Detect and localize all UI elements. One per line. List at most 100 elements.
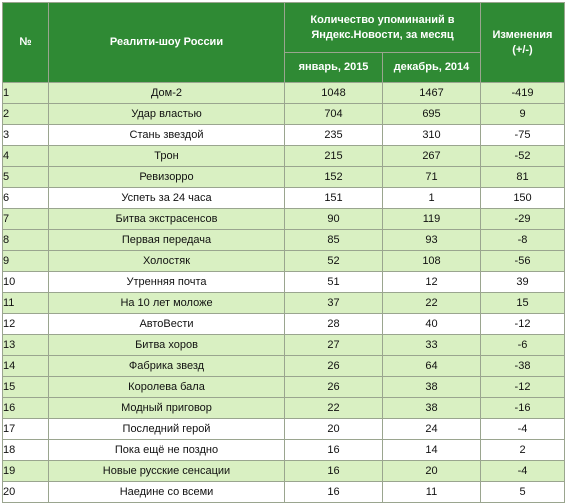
row-december-2014: 38 bbox=[382, 397, 481, 419]
header-change: Изменения (+/-) bbox=[480, 2, 565, 83]
table-row: 1 Дом-2 1048 1467 -419 bbox=[2, 82, 565, 104]
row-show-name: АвтоВести bbox=[48, 313, 285, 335]
row-december-2014: 24 bbox=[382, 418, 481, 440]
row-january-2015: 28 bbox=[284, 313, 383, 335]
row-change: -4 bbox=[480, 418, 565, 440]
header-december-2014: декабрь, 2014 bbox=[382, 52, 481, 83]
table-row: 11 На 10 лет моложе 37 22 15 bbox=[2, 292, 565, 314]
subheader-row: январь, 2015 декабрь, 2014 bbox=[3, 52, 565, 83]
row-show-name: Утренняя почта bbox=[48, 271, 285, 293]
row-december-2014: 40 bbox=[382, 313, 481, 335]
row-change: 5 bbox=[480, 481, 565, 503]
header-show-name: Реалити-шоу России bbox=[48, 2, 285, 83]
row-show-name: Последний герой bbox=[48, 418, 285, 440]
row-january-2015: 235 bbox=[284, 124, 383, 146]
row-number: 15 bbox=[2, 376, 49, 398]
row-december-2014: 119 bbox=[382, 208, 481, 230]
row-january-2015: 16 bbox=[284, 481, 383, 503]
row-january-2015: 20 bbox=[284, 418, 383, 440]
row-show-name: Трон bbox=[48, 145, 285, 167]
table-row: 4 Трон 215 267 -52 bbox=[2, 145, 565, 167]
row-december-2014: 93 bbox=[382, 229, 481, 251]
row-january-2015: 16 bbox=[284, 460, 383, 482]
row-number: 7 bbox=[2, 208, 49, 230]
row-change: -29 bbox=[480, 208, 565, 230]
row-number: 4 bbox=[2, 145, 49, 167]
row-december-2014: 12 bbox=[382, 271, 481, 293]
row-january-2015: 151 bbox=[284, 187, 383, 209]
table-row: 6 Успеть за 24 часа 151 1 150 bbox=[2, 187, 565, 209]
table-row: 20 Наедине со всеми 16 11 5 bbox=[2, 481, 565, 503]
table-row: 7 Битва экстрасенсов 90 119 -29 bbox=[2, 208, 565, 230]
table-row: 13 Битва хоров 27 33 -6 bbox=[2, 334, 565, 356]
row-show-name: Битва хоров bbox=[48, 334, 285, 356]
row-number: 1 bbox=[2, 82, 49, 104]
row-january-2015: 22 bbox=[284, 397, 383, 419]
row-january-2015: 90 bbox=[284, 208, 383, 230]
row-number: 19 bbox=[2, 460, 49, 482]
row-change: 15 bbox=[480, 292, 565, 314]
row-number: 2 bbox=[2, 103, 49, 125]
row-show-name: Пока ещё не поздно bbox=[48, 439, 285, 461]
row-number: 5 bbox=[2, 166, 49, 188]
table-row: 2 Удар властью 704 695 9 bbox=[2, 103, 565, 125]
row-number: 6 bbox=[2, 187, 49, 209]
row-change: -16 bbox=[480, 397, 565, 419]
row-show-name: Удар властью bbox=[48, 103, 285, 125]
row-change: -56 bbox=[480, 250, 565, 272]
row-january-2015: 26 bbox=[284, 376, 383, 398]
row-december-2014: 11 bbox=[382, 481, 481, 503]
row-january-2015: 51 bbox=[284, 271, 383, 293]
row-change: -8 bbox=[480, 229, 565, 251]
table-row: 14 Фабрика звезд 26 64 -38 bbox=[2, 355, 565, 377]
row-change: -6 bbox=[480, 334, 565, 356]
table-row: 18 Пока ещё не поздно 16 14 2 bbox=[2, 439, 565, 461]
row-number: 8 bbox=[2, 229, 49, 251]
row-december-2014: 267 bbox=[382, 145, 481, 167]
row-change: -419 bbox=[480, 82, 565, 104]
row-december-2014: 310 bbox=[382, 124, 481, 146]
row-number: 18 bbox=[2, 439, 49, 461]
row-december-2014: 14 bbox=[382, 439, 481, 461]
table-row: 17 Последний герой 20 24 -4 bbox=[2, 418, 565, 440]
row-show-name: Успеть за 24 часа bbox=[48, 187, 285, 209]
row-change: -12 bbox=[480, 376, 565, 398]
row-january-2015: 16 bbox=[284, 439, 383, 461]
row-january-2015: 1048 bbox=[284, 82, 383, 104]
header-mentions: Количество упоминаний в Яндекс.Новости, … bbox=[284, 2, 481, 53]
row-change: -4 bbox=[480, 460, 565, 482]
table-row: 15 Королева бала 26 38 -12 bbox=[2, 376, 565, 398]
row-number: 17 bbox=[2, 418, 49, 440]
row-show-name: Модный приговор bbox=[48, 397, 285, 419]
row-number: 16 bbox=[2, 397, 49, 419]
table-row: 9 Холостяк 52 108 -56 bbox=[2, 250, 565, 272]
header-january-2015: январь, 2015 bbox=[284, 52, 383, 83]
table-row: 16 Модный приговор 22 38 -16 bbox=[2, 397, 565, 419]
row-number: 9 bbox=[2, 250, 49, 272]
row-show-name: Королева бала bbox=[48, 376, 285, 398]
row-change: 81 bbox=[480, 166, 565, 188]
row-december-2014: 108 bbox=[382, 250, 481, 272]
row-number: 20 bbox=[2, 481, 49, 503]
table-row: 8 Первая передача 85 93 -8 bbox=[2, 229, 565, 251]
row-number: 12 bbox=[2, 313, 49, 335]
row-december-2014: 64 bbox=[382, 355, 481, 377]
row-january-2015: 52 bbox=[284, 250, 383, 272]
row-number: 13 bbox=[2, 334, 49, 356]
row-show-name: Битва экстрасенсов bbox=[48, 208, 285, 230]
row-show-name: Наедине со всеми bbox=[48, 481, 285, 503]
row-show-name: Первая передача bbox=[48, 229, 285, 251]
row-show-name: Стань звездой bbox=[48, 124, 285, 146]
row-january-2015: 27 bbox=[284, 334, 383, 356]
table-row: 3 Стань звездой 235 310 -75 bbox=[2, 124, 565, 146]
row-change: 9 bbox=[480, 103, 565, 125]
row-number: 3 bbox=[2, 124, 49, 146]
row-december-2014: 33 bbox=[382, 334, 481, 356]
row-january-2015: 26 bbox=[284, 355, 383, 377]
row-number: 14 bbox=[2, 355, 49, 377]
table-row: 12 АвтоВести 28 40 -12 bbox=[2, 313, 565, 335]
row-change: 39 bbox=[480, 271, 565, 293]
row-change: -12 bbox=[480, 313, 565, 335]
row-december-2014: 38 bbox=[382, 376, 481, 398]
